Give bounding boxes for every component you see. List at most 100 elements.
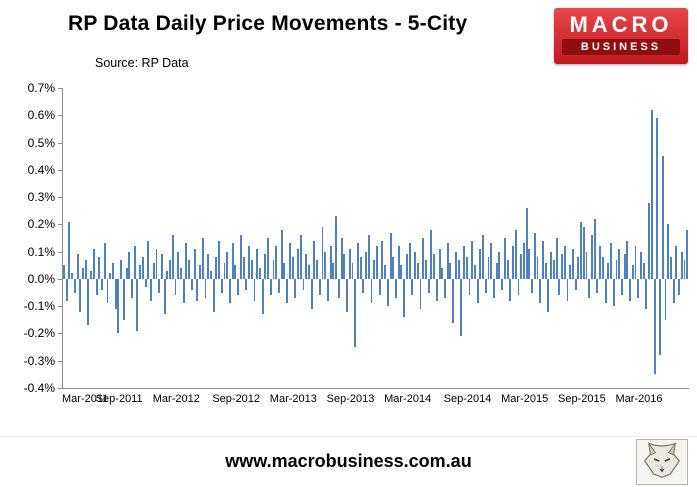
bar <box>76 254 79 279</box>
bar <box>509 278 512 301</box>
bar <box>561 254 563 279</box>
bar <box>348 248 351 279</box>
bar <box>615 259 618 279</box>
bar <box>612 278 615 307</box>
bar <box>640 251 642 279</box>
bar <box>642 262 645 279</box>
y-tick-mark <box>58 169 62 171</box>
y-tick-label: 0.0% <box>27 271 55 286</box>
bar <box>160 254 163 279</box>
bar <box>90 270 93 279</box>
bar <box>201 238 204 279</box>
bar <box>267 238 270 279</box>
y-tick-mark <box>58 278 62 280</box>
bar <box>120 259 123 279</box>
bar <box>101 278 103 290</box>
bar <box>392 257 395 279</box>
bar <box>242 257 245 279</box>
bar <box>171 235 174 279</box>
bar <box>231 243 234 279</box>
y-tick-mark <box>58 333 62 335</box>
bar <box>648 202 651 279</box>
bar <box>318 278 321 296</box>
bar <box>558 278 561 296</box>
bar <box>327 278 329 301</box>
bar <box>114 278 117 309</box>
bar <box>92 248 95 279</box>
bar <box>473 265 476 279</box>
x-tick-label: Mar-2013 <box>269 393 317 405</box>
bar <box>280 229 283 279</box>
bar <box>253 278 256 301</box>
bar <box>65 278 68 301</box>
bar <box>212 278 215 312</box>
bar <box>264 254 267 279</box>
bar <box>664 278 667 320</box>
bar <box>389 232 392 279</box>
bar <box>536 257 539 279</box>
bar <box>482 235 485 279</box>
bar <box>580 221 583 279</box>
bar <box>629 278 632 301</box>
bar <box>359 257 362 279</box>
bar <box>215 257 218 279</box>
y-tick-mark <box>58 388 62 389</box>
bar <box>599 246 602 279</box>
bar <box>438 248 441 279</box>
bar <box>506 259 509 279</box>
bar <box>111 262 114 279</box>
bar <box>574 278 577 290</box>
y-tick-label: 0.7% <box>27 81 55 95</box>
bar <box>596 278 599 293</box>
bar <box>131 278 133 298</box>
bar <box>471 240 474 279</box>
bar <box>569 265 572 279</box>
bar <box>207 254 210 279</box>
bar <box>139 265 142 279</box>
y-tick-label: -0.2% <box>23 326 55 341</box>
bar <box>158 278 161 293</box>
bar <box>155 248 158 279</box>
bar <box>522 243 525 279</box>
bar <box>433 254 436 279</box>
bar <box>84 259 87 279</box>
bar <box>299 235 302 279</box>
wolf-icon <box>640 441 684 484</box>
bar <box>373 259 376 279</box>
y-tick-label: 0.6% <box>27 108 55 123</box>
bar <box>291 257 294 279</box>
bar <box>346 278 348 312</box>
x-axis-labels: Mar-2011 Sep-2011 Mar-2012 Sep-2012 Mar-2013… <box>62 393 688 409</box>
bar <box>147 240 150 279</box>
bar <box>542 240 544 279</box>
bar <box>686 229 689 279</box>
bar <box>659 278 661 356</box>
bar <box>365 251 368 279</box>
bar <box>278 278 280 293</box>
bar <box>634 246 637 279</box>
bar <box>332 262 335 279</box>
y-tick-mark <box>58 88 62 89</box>
bar <box>109 273 112 279</box>
y-axis-labels: 0.7% 0.6% 0.5% 0.4% 0.3% 0.2% 0.1% 0.0% -0.1% -0.… <box>0 81 55 395</box>
bar <box>405 254 408 279</box>
bar <box>449 262 452 279</box>
bar <box>321 227 324 279</box>
bar <box>87 278 90 326</box>
bar <box>427 278 430 293</box>
bar <box>376 246 378 279</box>
bar <box>683 259 686 279</box>
bar <box>463 246 465 279</box>
bar <box>226 251 229 279</box>
bar <box>422 238 425 279</box>
bar <box>307 265 310 279</box>
bar <box>196 278 199 301</box>
bar <box>71 273 74 279</box>
bar <box>136 278 139 331</box>
bar <box>141 257 144 279</box>
bar <box>324 251 327 279</box>
bar <box>250 259 253 279</box>
bar <box>316 259 319 279</box>
footer-url[interactable]: www.macrobusiness.com.au <box>225 451 472 471</box>
bar <box>386 278 389 307</box>
